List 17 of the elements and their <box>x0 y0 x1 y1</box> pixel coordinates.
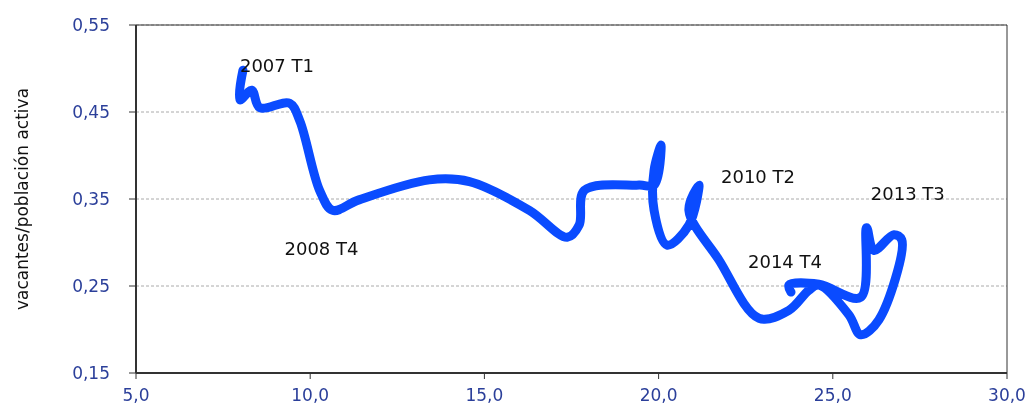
annotation: 2013 T3 <box>870 182 945 204</box>
y-tick-label: 0,15 <box>72 362 110 383</box>
annotation: 2010 T2 <box>721 166 795 188</box>
x-tick-label: 25,0 <box>813 385 852 405</box>
x-tick-label: 5,0 <box>122 385 150 405</box>
x-tick-label: 30,0 <box>988 385 1026 405</box>
annotation: 2007 T1 <box>239 55 314 77</box>
y-tick-label: 0,45 <box>72 101 110 122</box>
annotation: 2014 T4 <box>747 251 822 273</box>
x-tick-label: 15,0 <box>465 385 504 405</box>
y-tick-label: 0,55 <box>72 14 110 35</box>
y-tick-label: 0,35 <box>72 188 110 209</box>
x-tick-label: 20,0 <box>639 385 678 405</box>
annotation: 2008 T4 <box>284 238 359 260</box>
y-tick-label: 0,25 <box>72 275 110 296</box>
x-tick-label: 10,0 <box>291 385 330 405</box>
y-axis-title: vacantes/población activa <box>12 87 32 311</box>
